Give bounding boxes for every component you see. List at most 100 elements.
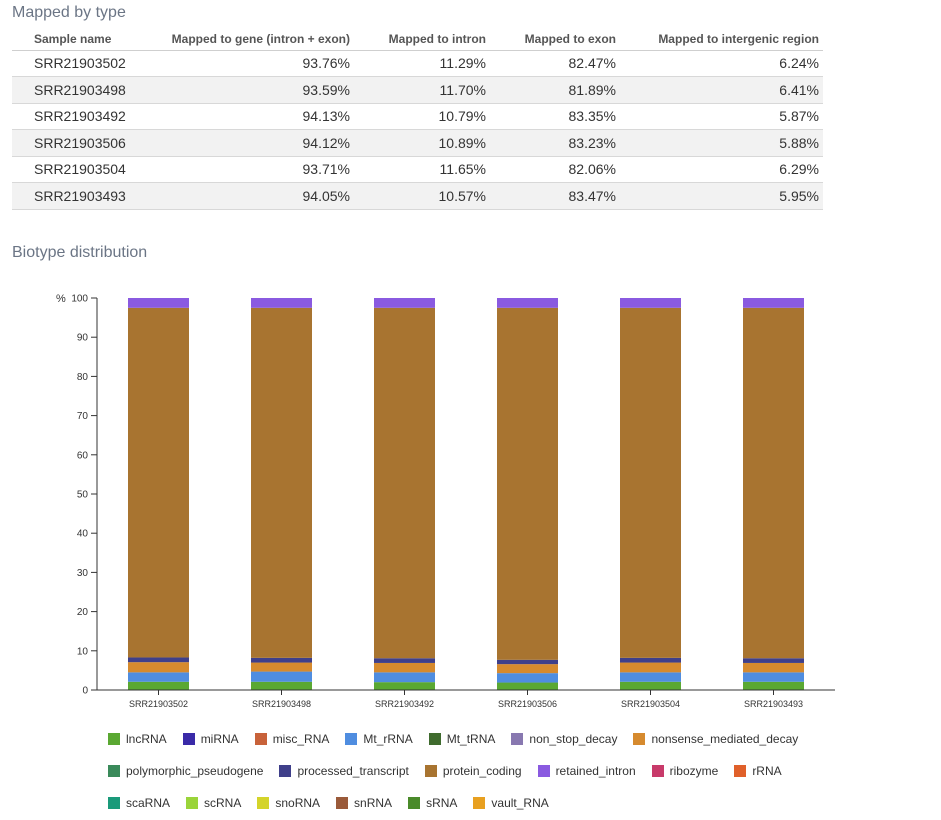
bar-stack bbox=[251, 298, 312, 690]
legend-item-scrna[interactable]: scRNA bbox=[186, 796, 241, 810]
legend-item-non-stop-decay[interactable]: non_stop_decay bbox=[511, 732, 617, 746]
biotype-distribution-title: Biotype distribution bbox=[12, 244, 148, 261]
legend-swatch bbox=[633, 733, 646, 745]
cell-mapped-intron: 11.70% bbox=[356, 76, 492, 104]
bar-segment-retained-intron bbox=[251, 298, 312, 308]
bar-segment-protein-coding bbox=[128, 307, 189, 658]
cell-sample-name: SRR21903506 bbox=[12, 129, 144, 157]
legend-swatch bbox=[108, 797, 120, 809]
cell-mapped-intron: 10.79% bbox=[356, 103, 492, 130]
col-header-mapped-exon: Mapped to exon bbox=[492, 28, 622, 51]
y-axis-label: % bbox=[56, 293, 66, 305]
legend-swatch bbox=[279, 765, 292, 777]
legend-item-lncrna[interactable]: lncRNA bbox=[108, 732, 167, 746]
legend-label: scRNA bbox=[204, 796, 242, 810]
cell-sample-name: SRR21903504 bbox=[12, 156, 144, 183]
legend-swatch bbox=[257, 797, 270, 809]
legend-item-retained-intron[interactable]: retained_intron bbox=[537, 764, 636, 778]
legend-item-protein-coding[interactable]: protein_coding bbox=[424, 764, 522, 778]
cell-mapped-exon: 82.47% bbox=[492, 50, 622, 77]
bar-segment-protein-coding bbox=[743, 307, 804, 659]
legend-swatch bbox=[408, 797, 421, 809]
cell-mapped-intron: 10.57% bbox=[356, 182, 492, 210]
x-tick-label: SRR21903506 bbox=[498, 699, 557, 709]
legend-label: vault_RNA bbox=[491, 796, 549, 810]
cell-mapped-intron: 11.29% bbox=[356, 50, 492, 77]
bar-segment-processed-transcript bbox=[743, 658, 804, 663]
bar-segment-lncrna bbox=[128, 681, 189, 690]
cell-mapped-intergenic: 5.87% bbox=[622, 103, 823, 130]
cell-mapped-exon: 83.47% bbox=[492, 182, 622, 210]
legend-item-ribozyme[interactable]: ribozyme bbox=[651, 764, 719, 778]
cell-mapped-intron: 11.65% bbox=[356, 156, 492, 183]
cell-mapped-intergenic: 5.88% bbox=[622, 129, 823, 157]
table-row: SRR21903492 94.13% 10.79% 83.35% 5.87% bbox=[12, 103, 823, 130]
cell-mapped-gene: 93.76% bbox=[144, 50, 356, 77]
legend-item-polymorphic-pseudogene[interactable]: polymorphic_pseudogene bbox=[108, 764, 263, 778]
legend-item-snorna[interactable]: snoRNA bbox=[257, 796, 320, 810]
legend-item-mt-trna[interactable]: Mt_tRNA bbox=[428, 732, 496, 746]
legend-swatch bbox=[473, 797, 486, 809]
bar-segment-nonsense-mediated-decay bbox=[251, 662, 312, 672]
legend-item-misc-rna[interactable]: misc_RNA bbox=[254, 732, 330, 746]
legend-label: protein_coding bbox=[442, 764, 522, 778]
bar-segment-nonsense-mediated-decay bbox=[620, 662, 681, 673]
legend-label: polymorphic_pseudogene bbox=[126, 764, 264, 778]
legend-label: Mt_tRNA bbox=[446, 732, 496, 746]
table-row: SRR21903493 94.05% 10.57% 83.47% 5.95% bbox=[12, 182, 823, 210]
legend-label: misc_RNA bbox=[272, 732, 330, 746]
legend-swatch bbox=[428, 733, 441, 745]
legend-label: ribozyme bbox=[669, 764, 719, 778]
table-row: SRR21903506 94.12% 10.89% 83.23% 5.88% bbox=[12, 129, 823, 157]
cell-sample-name: SRR21903492 bbox=[12, 103, 144, 130]
bar-segment-lncrna bbox=[620, 681, 681, 690]
x-axis: SRR21903502 SRR21903498 SRR21903492 SRR2190… bbox=[97, 689, 835, 709]
bar-segment-protein-coding bbox=[374, 307, 435, 659]
legend-item-srna[interactable]: sRNA bbox=[408, 796, 457, 810]
mapped-by-type-table: Sample name Mapped to gene (intron + exo… bbox=[12, 28, 823, 210]
cell-mapped-intergenic: 6.24% bbox=[622, 50, 823, 77]
bar-segment-mt-rrna bbox=[128, 672, 189, 682]
bar-segment-mt-rrna bbox=[374, 672, 435, 683]
bar-stack bbox=[374, 298, 435, 690]
cell-mapped-exon: 81.89% bbox=[492, 76, 622, 104]
col-header-sample-name: Sample name bbox=[12, 28, 144, 51]
col-header-mapped-intergenic: Mapped to intergenic region bbox=[622, 28, 823, 51]
legend-item-mt-rrna[interactable]: Mt_rRNA bbox=[345, 732, 413, 746]
legend-item-mirna[interactable]: miRNA bbox=[182, 732, 239, 746]
bar-segment-nonsense-mediated-decay bbox=[128, 662, 189, 673]
bar-segment-retained-intron bbox=[743, 298, 804, 308]
col-header-mapped-intron: Mapped to intron bbox=[356, 28, 492, 51]
bar-segment-lncrna bbox=[251, 681, 312, 690]
bar-segment-protein-coding bbox=[251, 307, 312, 658]
bar-segment-mt-rrna bbox=[620, 672, 681, 682]
legend-label: rRNA bbox=[752, 764, 782, 778]
bar-stack bbox=[128, 298, 189, 690]
bar-segment-processed-transcript bbox=[128, 657, 189, 663]
x-tick-label: SRR21903502 bbox=[129, 699, 188, 709]
cell-sample-name: SRR21903493 bbox=[12, 182, 144, 210]
bar-segment-nonsense-mediated-decay bbox=[374, 662, 435, 673]
y-tick-label: 50 bbox=[77, 490, 89, 501]
legend-item-processed-transcript[interactable]: processed_transcript bbox=[279, 764, 409, 778]
cell-mapped-intron: 10.89% bbox=[356, 129, 492, 157]
legend-label: nonsense_mediated_decay bbox=[651, 732, 799, 746]
legend-swatch bbox=[345, 733, 358, 745]
cell-sample-name: SRR21903502 bbox=[12, 50, 144, 77]
legend-item-rrna[interactable]: rRNA bbox=[734, 764, 782, 778]
table-row: SRR21903504 93.71% 11.65% 82.06% 6.29% bbox=[12, 156, 823, 183]
legend-item-snrna[interactable]: snRNA bbox=[336, 796, 392, 810]
legend-item-vault-rna[interactable]: vault_RNA bbox=[473, 796, 549, 810]
bar-segment-retained-intron bbox=[497, 298, 558, 308]
legend-item-scarna[interactable]: scaRNA bbox=[108, 796, 170, 810]
bar-segment-retained-intron bbox=[620, 298, 681, 308]
bar-stack bbox=[743, 298, 804, 690]
legend-item-nonsense-mediated-decay[interactable]: nonsense_mediated_decay bbox=[633, 732, 798, 746]
bar-stack bbox=[620, 298, 681, 690]
legend-label: processed_transcript bbox=[297, 764, 409, 778]
cell-mapped-intergenic: 5.95% bbox=[622, 182, 823, 210]
legend-label: retained_intron bbox=[555, 764, 636, 778]
chart-legend: lncRNA miRNA misc_RNA Mt_rRNA Mt_tRNA non_sto… bbox=[108, 723, 908, 819]
bar-segment-nonsense-mediated-decay bbox=[497, 664, 558, 674]
